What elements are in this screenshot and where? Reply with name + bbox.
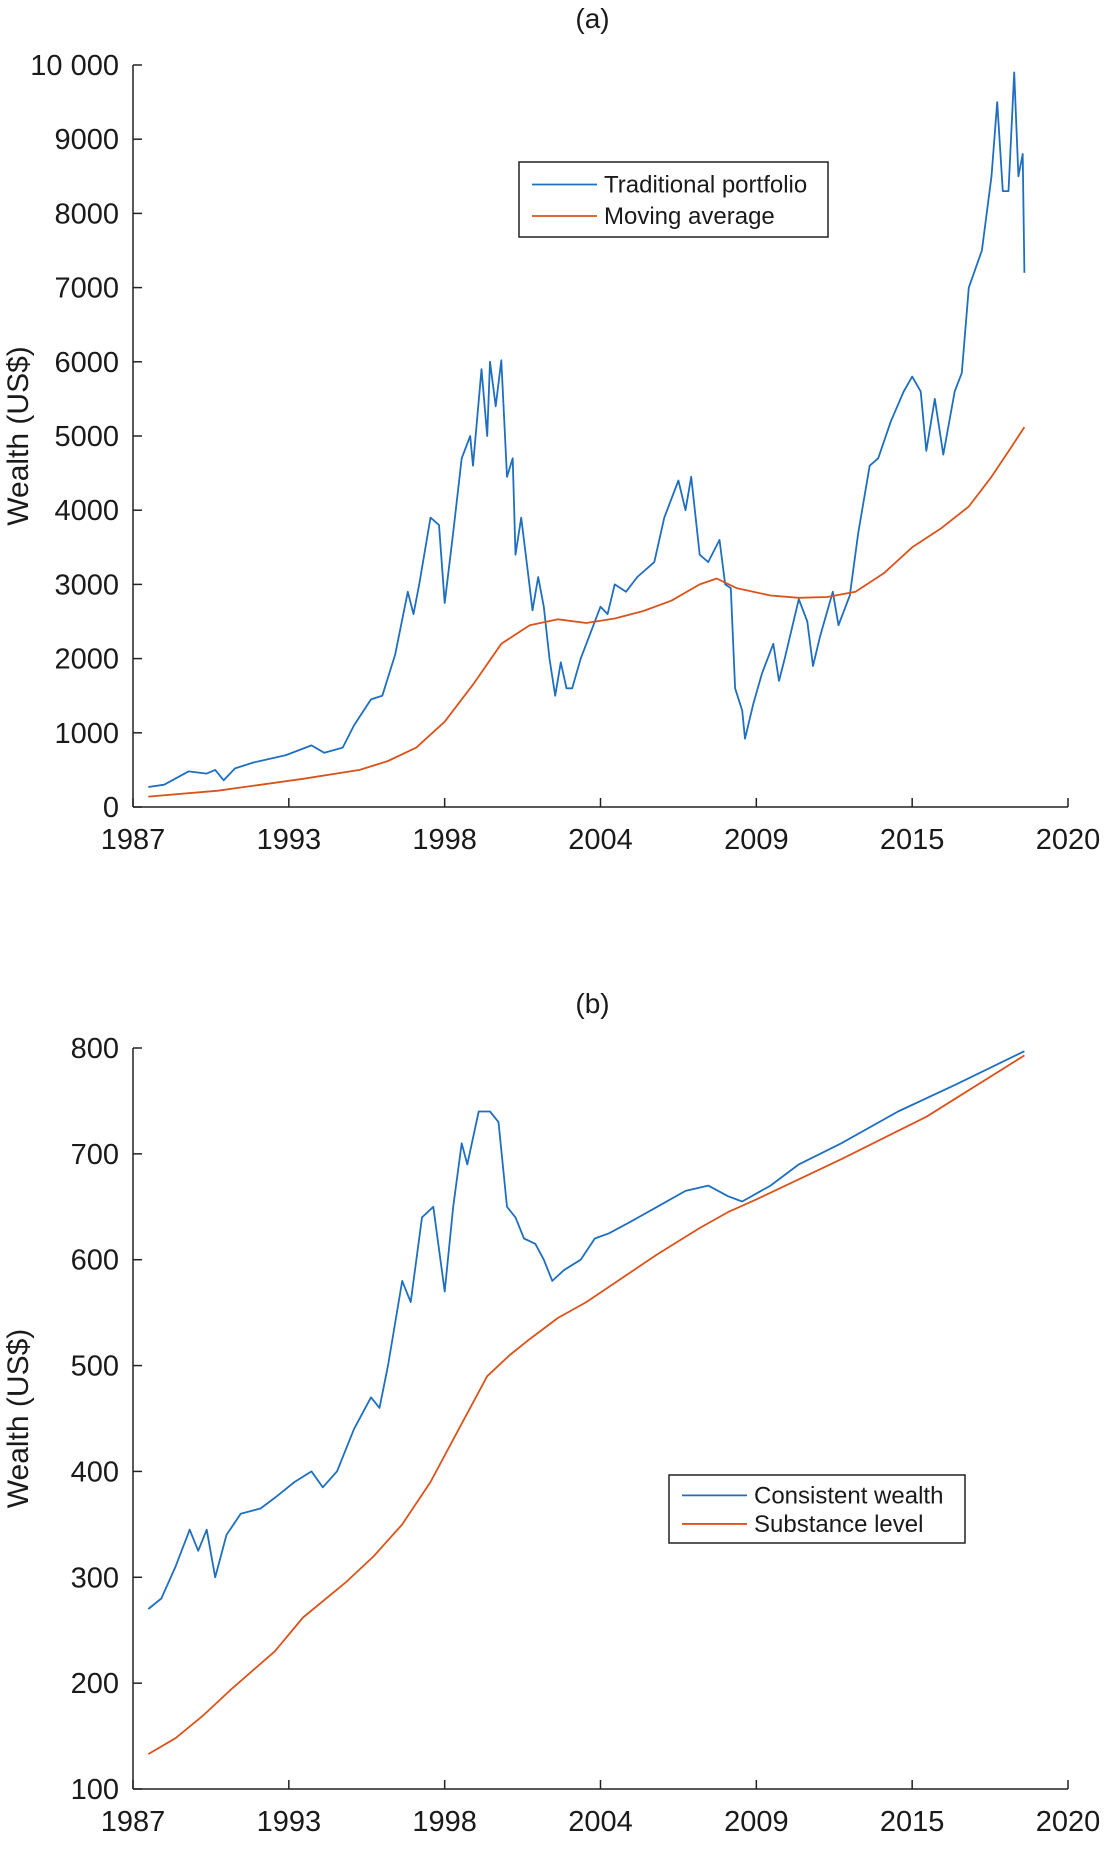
- y-tick-label: 600: [71, 1245, 119, 1277]
- legend-label: Traditional portfolio: [604, 172, 807, 199]
- chart-title: (a): [575, 3, 609, 34]
- y-tick-label: 400: [71, 1456, 119, 1488]
- x-tick-label: 1993: [257, 1806, 322, 1838]
- x-tick-label: 2015: [880, 824, 945, 856]
- x-tick-label: 1987: [101, 1806, 166, 1838]
- y-tick-label: 10 000: [30, 50, 119, 82]
- series-line-substance-level: [147, 1054, 1025, 1755]
- series-line-consistent-wealth: [147, 1050, 1025, 1610]
- x-tick-label: 1987: [101, 824, 166, 856]
- x-tick-label: 1998: [412, 1806, 477, 1838]
- y-tick-label: 500: [71, 1351, 119, 1383]
- y-tick-label: 8000: [54, 198, 119, 230]
- y-tick-label: 6000: [54, 347, 119, 379]
- chart-panel-a: (a) Wealth (US$) 0 1000 2000 3000 4000 5000 6000…: [2, 3, 1100, 856]
- x-tick-label: 2009: [724, 824, 789, 856]
- series-line-moving-average: [148, 426, 1026, 798]
- x-tick-label: 2015: [880, 1806, 945, 1838]
- y-tick-label: 4000: [54, 495, 119, 527]
- x-tick-label: 2004: [568, 1806, 633, 1838]
- y-tick-label: 700: [71, 1139, 119, 1171]
- y-tick-label: 2000: [54, 644, 119, 676]
- chart-panel-b: (b) Wealth (US$) 100 200 300 400 500 600 700 800 1…: [2, 988, 1100, 1838]
- y-axis-label: Wealth (US$): [2, 346, 35, 526]
- y-tick-label: 3000: [54, 569, 119, 601]
- y-tick-label: 200: [71, 1668, 119, 1700]
- series-line-traditional-portfolio: [148, 71, 1026, 788]
- legend-label: Substance level: [754, 1511, 923, 1538]
- x-tick-label: 1993: [257, 824, 322, 856]
- x-tick-label: 2020: [1036, 824, 1101, 856]
- legend-label: Consistent wealth: [754, 1482, 943, 1509]
- y-tick-label: 100: [71, 1774, 119, 1806]
- chart-title: (b): [575, 988, 609, 1019]
- y-tick-label: 1000: [54, 718, 119, 750]
- y-axis-label: Wealth (US$): [2, 1329, 35, 1509]
- y-tick-label: 300: [71, 1562, 119, 1594]
- x-tick-label: 2020: [1036, 1806, 1101, 1838]
- legend-box: [518, 161, 829, 238]
- y-tick-label: 9000: [54, 124, 119, 156]
- x-tick-label: 2009: [724, 1806, 789, 1838]
- x-tick-label: 2004: [568, 824, 633, 856]
- legend-label: Moving average: [604, 203, 775, 230]
- legend: Traditional portfolio Moving average: [518, 161, 829, 238]
- legend-box: [668, 1474, 966, 1544]
- x-tick-label: 1998: [412, 824, 477, 856]
- y-tick-label: 0: [103, 792, 119, 824]
- y-tick-label: 7000: [54, 273, 119, 305]
- y-tick-label: 5000: [54, 421, 119, 453]
- y-tick-label: 800: [71, 1033, 119, 1065]
